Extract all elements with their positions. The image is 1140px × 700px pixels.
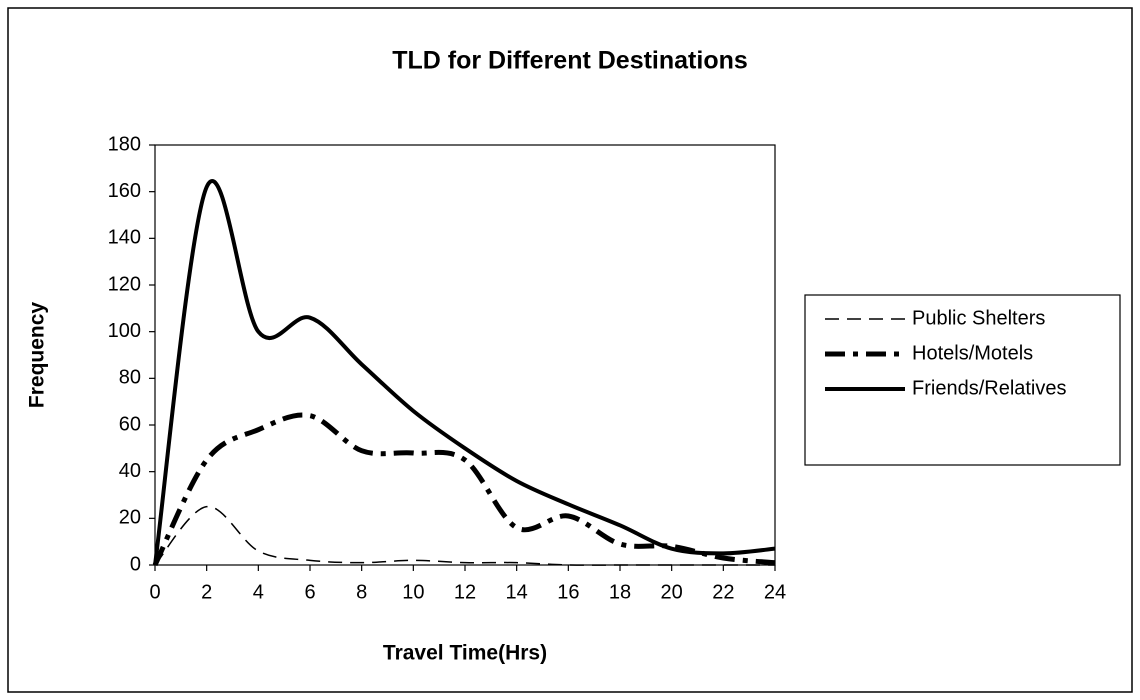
y-tick-label: 0	[130, 553, 141, 575]
x-tick-label: 24	[764, 581, 786, 603]
y-axis-label: Frequency	[26, 302, 49, 409]
x-tick-label: 10	[402, 581, 424, 603]
x-tick-label: 16	[557, 581, 579, 603]
y-tick-label: 100	[108, 320, 141, 342]
x-tick-label: 22	[712, 581, 734, 603]
y-tick-label: 160	[108, 180, 141, 202]
y-tick-label: 40	[119, 460, 141, 482]
x-tick-label: 6	[304, 581, 315, 603]
y-tick-label: 60	[119, 413, 141, 435]
x-tick-label: 14	[506, 581, 528, 603]
chart-title: TLD for Different Destinations	[392, 47, 748, 75]
legend-label: Public Shelters	[912, 307, 1045, 329]
legend	[804, 294, 1121, 466]
x-tick-label: 12	[454, 581, 476, 603]
series-line	[154, 505, 775, 566]
y-tick-label: 80	[119, 367, 141, 389]
x-tick-label: 4	[253, 581, 264, 603]
legend-label: Friends/Relatives	[912, 377, 1067, 399]
y-tick-label: 140	[108, 227, 141, 249]
x-tick-label: 18	[609, 581, 631, 603]
series-line	[152, 412, 776, 567]
y-tick-label: 180	[108, 133, 141, 155]
x-tick-label: 20	[661, 581, 683, 603]
chart-border	[7, 7, 1133, 693]
y-tick-label: 20	[119, 507, 141, 529]
x-axis-label: Travel Time(Hrs)	[383, 642, 547, 665]
series-line	[153, 179, 776, 566]
legend-label: Hotels/Motels	[912, 342, 1033, 364]
x-tick-label: 2	[201, 581, 212, 603]
x-tick-label: 0	[149, 581, 160, 603]
x-tick-label: 8	[356, 581, 367, 603]
y-tick-label: 120	[108, 273, 141, 295]
